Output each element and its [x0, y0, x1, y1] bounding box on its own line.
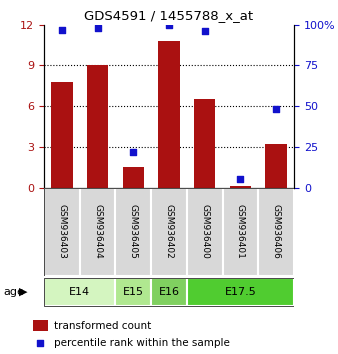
Bar: [115, 278, 151, 306]
Text: GSM936400: GSM936400: [200, 204, 209, 259]
Bar: [51, 82, 73, 188]
Text: E15: E15: [123, 287, 144, 297]
Text: GSM936404: GSM936404: [93, 205, 102, 259]
Bar: [33, 320, 48, 331]
Bar: [44, 278, 115, 306]
Point: [273, 107, 279, 112]
Bar: [80, 188, 115, 276]
Bar: [223, 188, 258, 276]
Text: E14: E14: [69, 287, 90, 297]
Bar: [87, 65, 108, 188]
Text: age: age: [3, 287, 24, 297]
Point: [59, 27, 65, 33]
Text: transformed count: transformed count: [54, 321, 151, 331]
Text: GSM936405: GSM936405: [129, 204, 138, 259]
Text: percentile rank within the sample: percentile rank within the sample: [54, 338, 230, 348]
Bar: [151, 188, 187, 276]
Bar: [123, 167, 144, 188]
Bar: [187, 188, 223, 276]
Text: GSM936406: GSM936406: [272, 204, 281, 259]
Bar: [187, 278, 294, 306]
Bar: [151, 278, 187, 306]
Text: E16: E16: [159, 287, 179, 297]
Point: [238, 177, 243, 182]
Text: ▶: ▶: [19, 287, 27, 297]
Text: GSM936402: GSM936402: [165, 205, 173, 259]
Bar: [158, 41, 180, 188]
Bar: [194, 99, 215, 188]
Point: [202, 28, 208, 34]
Bar: [258, 188, 294, 276]
Bar: [230, 186, 251, 188]
Text: E17.5: E17.5: [224, 287, 256, 297]
Text: GSM936403: GSM936403: [57, 204, 66, 259]
Title: GDS4591 / 1455788_x_at: GDS4591 / 1455788_x_at: [84, 9, 254, 22]
Text: GSM936401: GSM936401: [236, 204, 245, 259]
Point: [166, 22, 172, 28]
Point: [130, 149, 136, 155]
Point: [95, 25, 100, 31]
Bar: [44, 188, 80, 276]
Point: [38, 341, 43, 346]
Bar: [265, 144, 287, 188]
Bar: [115, 188, 151, 276]
